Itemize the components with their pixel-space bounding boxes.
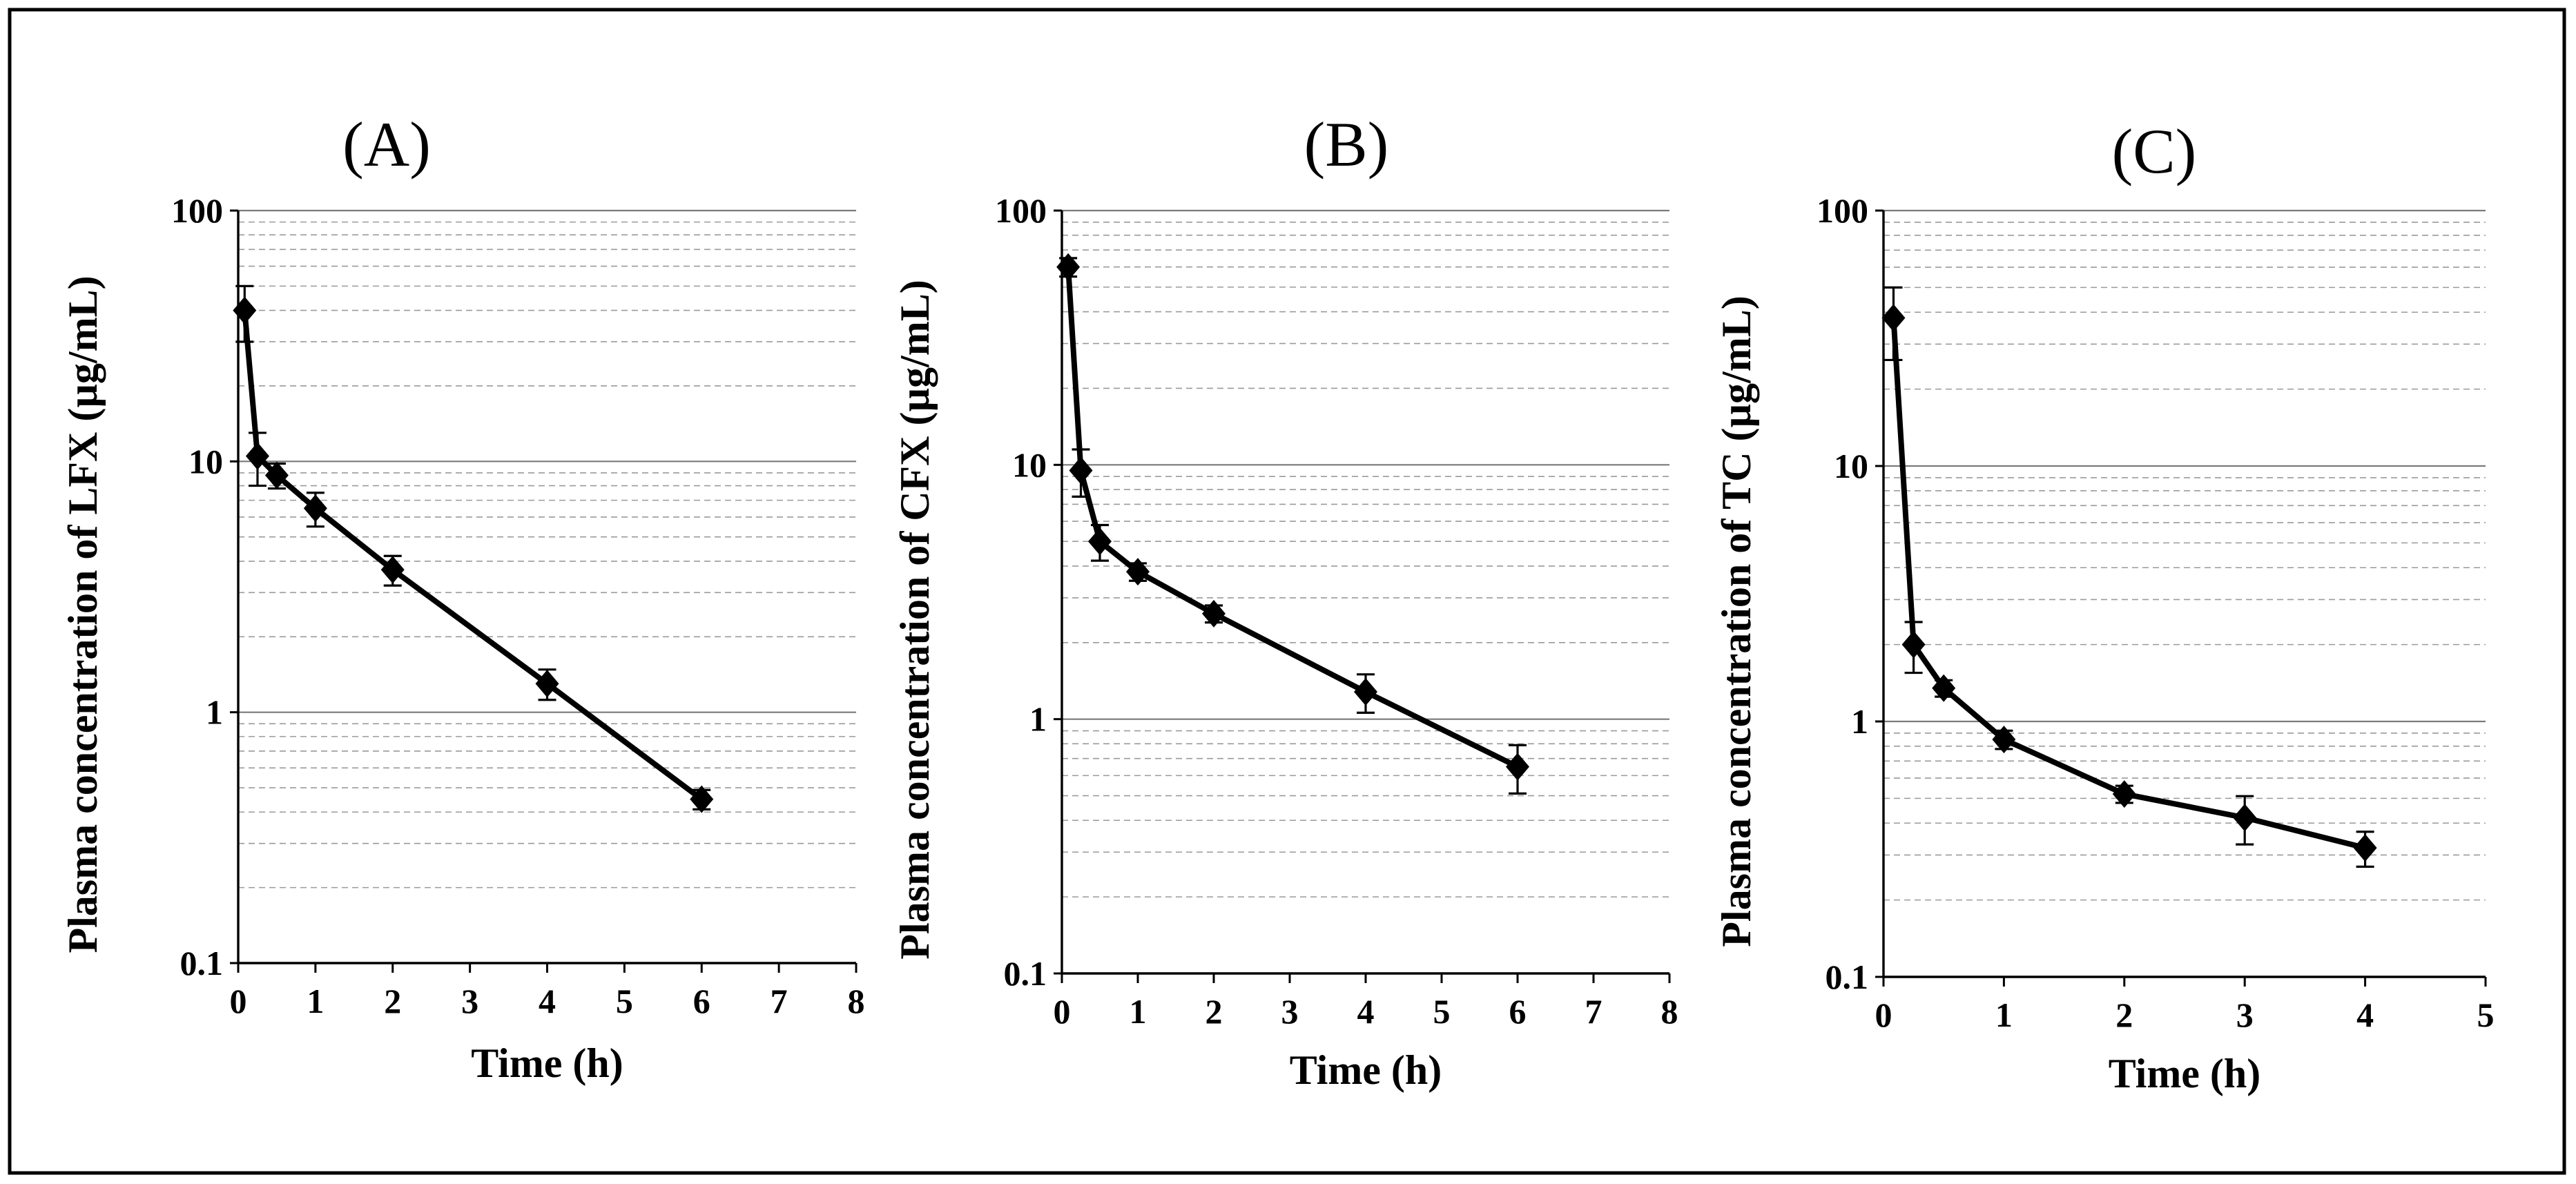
data-point-marker xyxy=(1126,558,1150,586)
y-axis-title: Plasma concentration of TC (µg/mL) xyxy=(1714,295,1759,947)
x-tick-label: 4 xyxy=(539,982,556,1020)
x-tick-label: 2 xyxy=(1205,992,1223,1031)
data-point-marker xyxy=(1506,753,1529,781)
y-tick-label: 0.1 xyxy=(180,944,224,982)
x-tick-label: 0 xyxy=(1054,992,1071,1031)
x-tick-label: 2 xyxy=(384,982,401,1020)
data-point-marker xyxy=(303,494,327,523)
series-line xyxy=(242,310,704,802)
x-tick-label: 1 xyxy=(1995,996,2013,1034)
x-tick-label: 5 xyxy=(2477,996,2495,1034)
panel-a: 0.1 1 10 100 0 1 2 3 4 5 6 7 8 (A) Time (h) Plasma conc… xyxy=(60,109,865,1086)
x-tick-label: 3 xyxy=(461,982,478,1020)
y-tick-label: 10 xyxy=(1834,447,1868,485)
data-point-marker xyxy=(1354,678,1377,706)
x-tick-label: 8 xyxy=(848,982,865,1020)
x-axis-title: Time (h) xyxy=(2109,1051,2261,1096)
x-tick-label: 4 xyxy=(1357,992,1375,1031)
data-point-marker xyxy=(2233,804,2257,832)
data-point-marker xyxy=(1056,253,1081,281)
x-tick-label: 5 xyxy=(616,982,633,1020)
data-point-marker xyxy=(1932,674,1956,702)
x-tick-label: 8 xyxy=(1661,992,1678,1031)
y-tick-label: 100 xyxy=(995,191,1047,230)
figure-frame xyxy=(8,8,2566,1175)
data-point-marker xyxy=(1901,630,1926,659)
y-tick-label: 100 xyxy=(171,191,223,230)
y-tick-label: 0.1 xyxy=(1826,958,1869,996)
y-tick-label: 10 xyxy=(1012,445,1047,484)
x-tick-label: 2 xyxy=(2115,996,2133,1034)
y-tick-label: 100 xyxy=(1817,191,1868,230)
x-axis-title: Time (h) xyxy=(1290,1047,1442,1093)
x-tick-label: 1 xyxy=(1130,992,1147,1031)
y-tick-label: 1 xyxy=(1851,702,1868,741)
y-tick-label: 0.1 xyxy=(1004,954,1047,993)
x-tick-label: 5 xyxy=(1433,992,1451,1031)
y-tick-label: 10 xyxy=(188,442,223,481)
data-point-marker xyxy=(264,461,289,489)
data-point-marker xyxy=(1069,456,1093,485)
data-point-marker xyxy=(245,442,269,470)
series-line xyxy=(1890,318,2366,851)
series-line xyxy=(1065,266,1519,770)
y-tick-label: 1 xyxy=(206,693,223,732)
x-tick-label: 1 xyxy=(307,982,324,1020)
x-axis-title: Time (h) xyxy=(471,1040,623,1086)
x-tick-label: 6 xyxy=(1509,992,1527,1031)
panel-title: (B) xyxy=(1304,109,1389,179)
panel-title: (A) xyxy=(342,109,431,179)
x-tick-label: 4 xyxy=(2356,996,2374,1034)
panel-b: 0.1 1 10 100 0 1 2 3 4 5 6 7 8 (B) Time (h) Plasma conc… xyxy=(892,109,1678,1093)
data-point-marker xyxy=(1202,599,1226,628)
y-axis-title: Plasma concentration of LFX (µg/mL) xyxy=(60,275,106,953)
x-tick-label: 6 xyxy=(693,982,710,1020)
data-point-marker xyxy=(380,556,405,584)
y-axis-title: Plasma concentration of CFX (µg/mL) xyxy=(892,280,938,959)
x-tick-label: 3 xyxy=(2236,996,2254,1034)
data-point-marker xyxy=(1088,527,1112,556)
data-point-marker xyxy=(1881,304,1906,332)
data-point-marker xyxy=(535,670,559,698)
panel-title: (C) xyxy=(2112,116,2197,186)
x-tick-label: 3 xyxy=(1281,992,1299,1031)
x-tick-label: 0 xyxy=(230,982,247,1020)
data-point-marker xyxy=(690,785,714,813)
y-tick-label: 1 xyxy=(1029,700,1047,739)
panel-c: 0.1 1 10 100 0 1 2 3 4 5 (C) Time (h) Plasma concent… xyxy=(1714,116,2495,1096)
data-point-marker xyxy=(2112,780,2136,808)
data-point-marker xyxy=(1992,726,2016,754)
data-point-marker xyxy=(2353,834,2377,862)
x-tick-label: 0 xyxy=(1875,996,1892,1034)
x-tick-label: 7 xyxy=(1585,992,1602,1031)
data-point-marker xyxy=(233,296,257,324)
x-tick-label: 7 xyxy=(771,982,788,1020)
